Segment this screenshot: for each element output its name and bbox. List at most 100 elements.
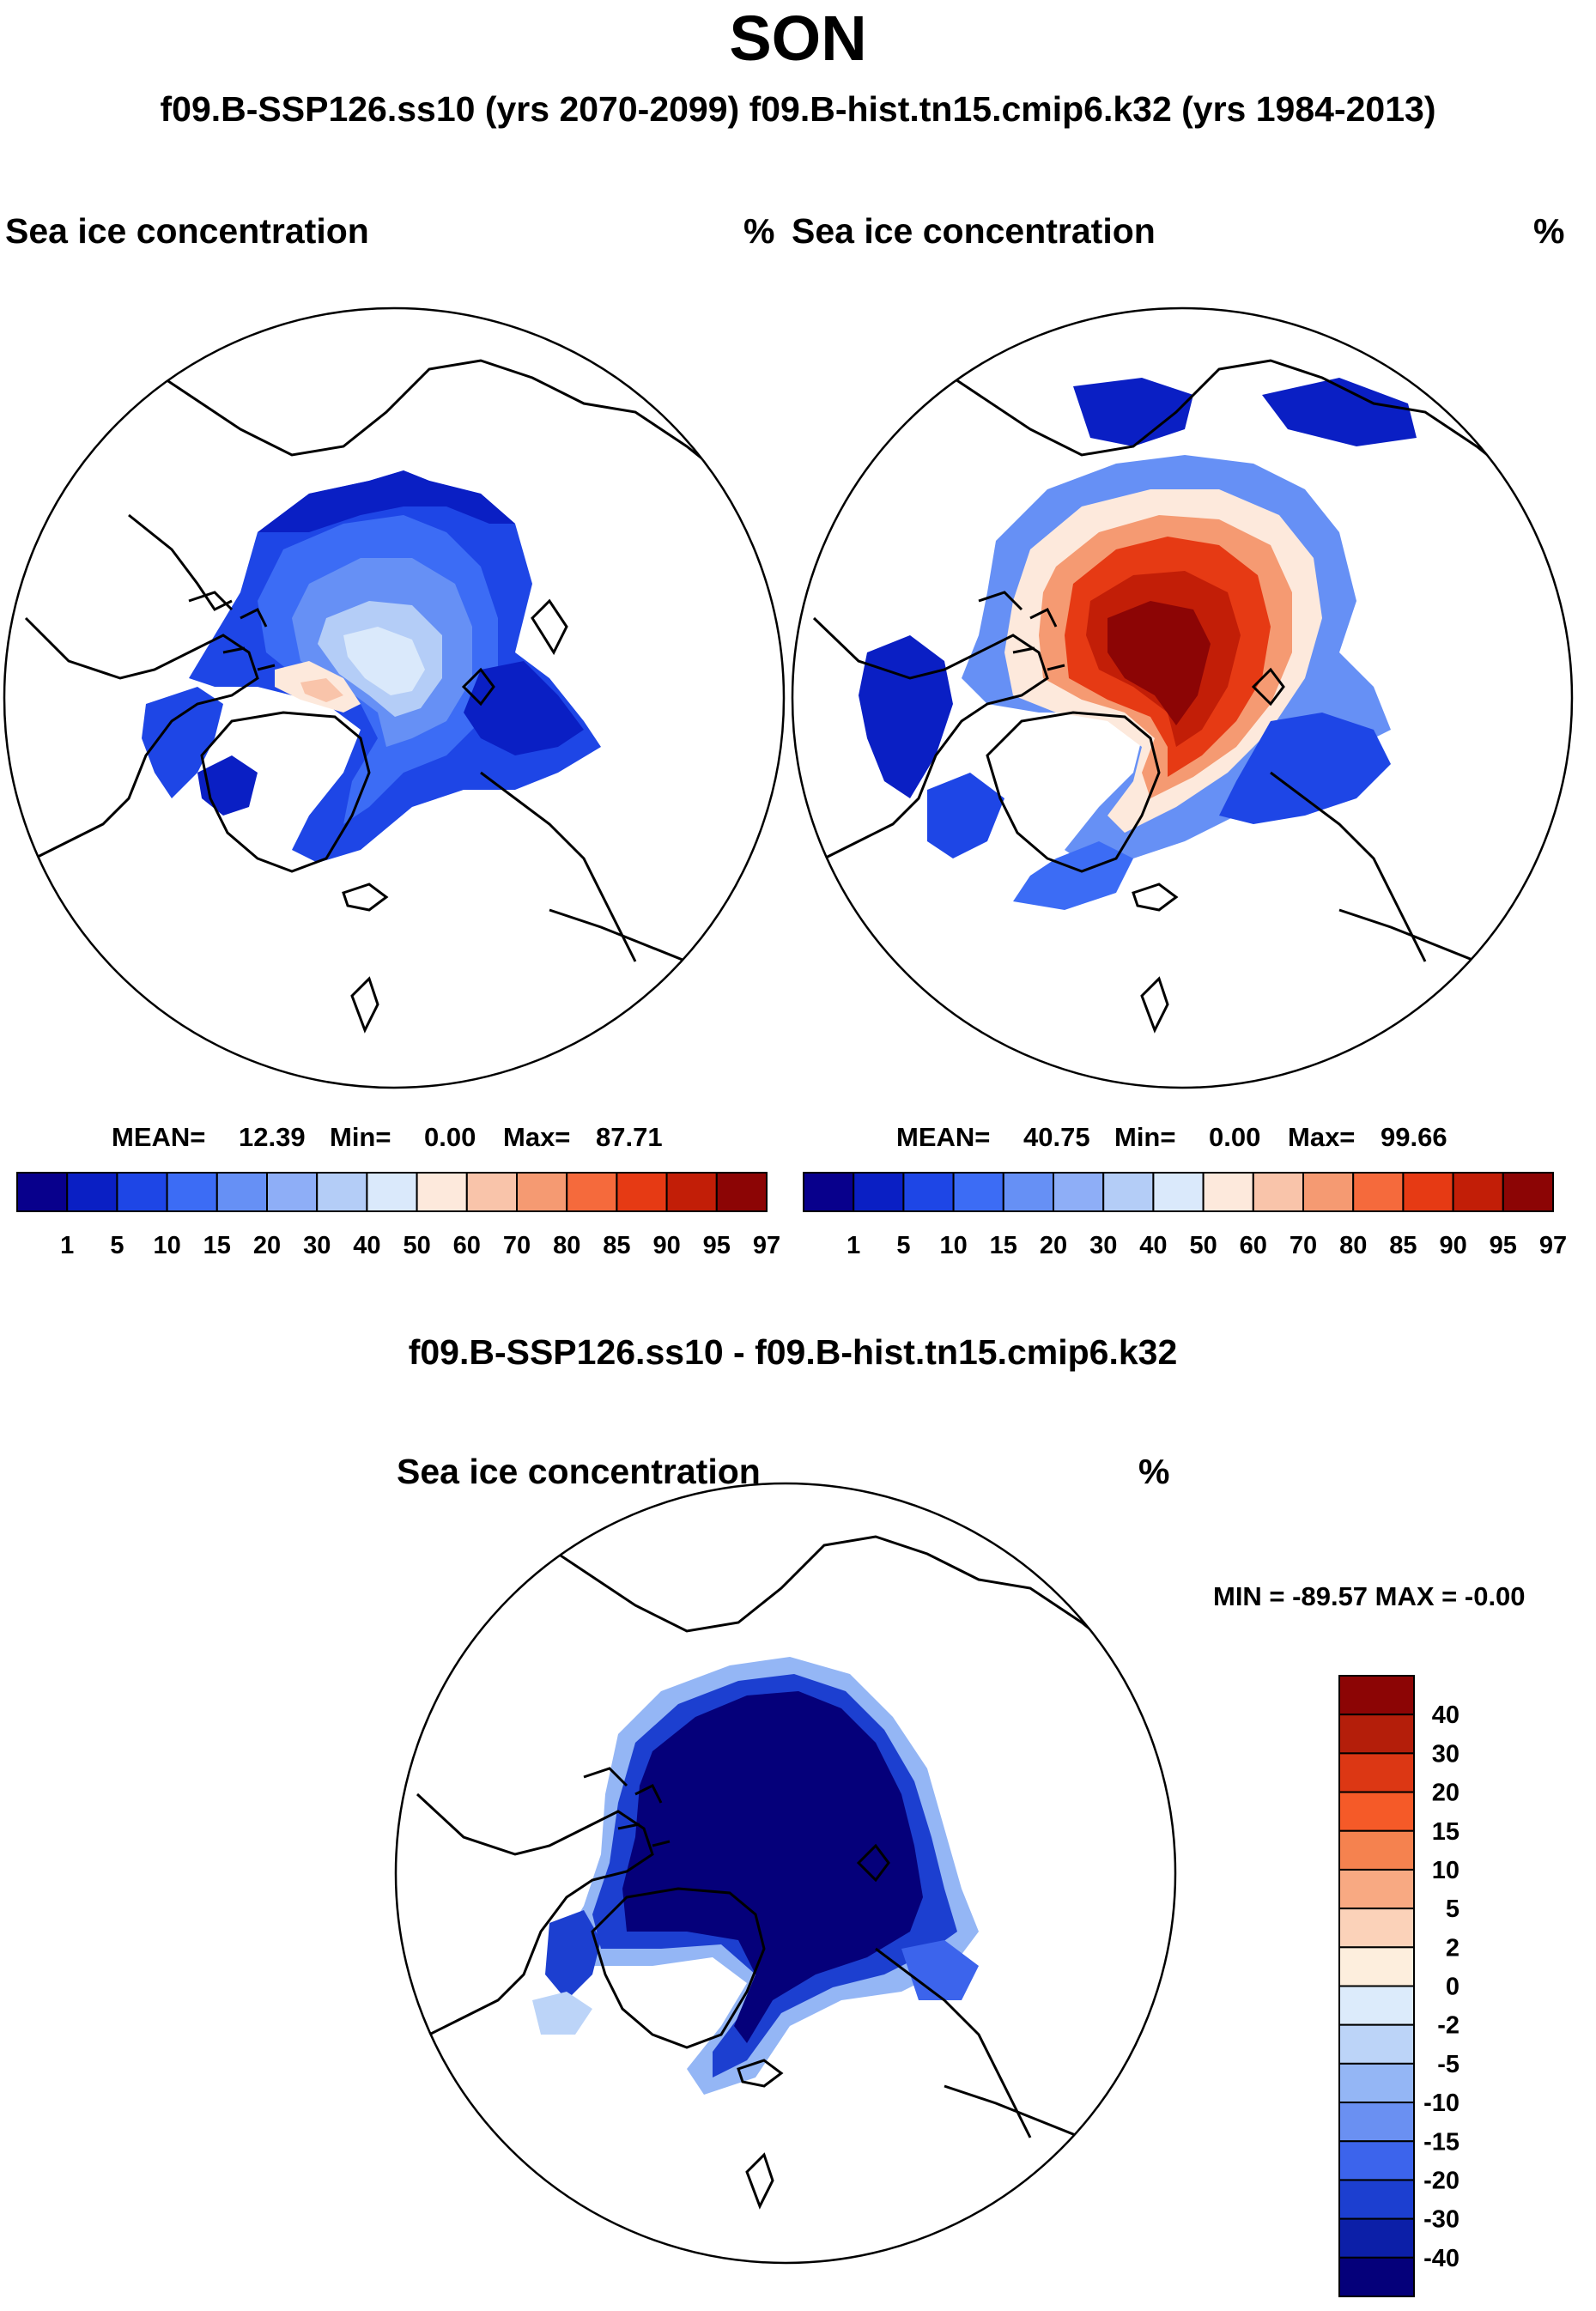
panel2-coast-svalbard <box>1251 667 1285 707</box>
panel1-coast-iceland <box>342 883 389 912</box>
diff-colorbar-tick-1: 30 <box>1432 1740 1459 1768</box>
diff-map-border <box>394 1482 1177 2265</box>
diff-colorbar-tick-13: -30 <box>1423 2206 1459 2234</box>
panel1-coast-greenland <box>200 711 371 873</box>
diff-colorbar-box-0 <box>1338 1675 1415 1716</box>
panel1-min-label: Min= <box>330 1122 391 1152</box>
diff-colorbar-box-5 <box>1338 1868 1415 1910</box>
panel2-ice-barents <box>1219 713 1391 824</box>
panel2-colorbar-box-8 <box>1202 1172 1254 1212</box>
panel2-colorbar-box-2 <box>902 1172 955 1212</box>
panel1-ice-band5 <box>343 627 425 695</box>
diff-colorbar-tick-5: 5 <box>1446 1896 1459 1923</box>
panel2-colorbar-tick-13: 95 <box>1490 1232 1517 1259</box>
diff-field-barents <box>901 1940 979 2000</box>
diff-colorbar-box-9 <box>1338 2023 1415 2065</box>
panel2-colorbar-box-10 <box>1302 1172 1355 1212</box>
panel1-colorbar-tick-5: 30 <box>303 1232 331 1259</box>
diff-units-label: % <box>1138 1452 1170 1491</box>
panel2-colorbar-tick-12: 90 <box>1439 1232 1466 1259</box>
diff-colorbar-tick-14: -40 <box>1423 2245 1459 2272</box>
panel2-colorbar-box-3 <box>952 1172 1004 1212</box>
panel1-units-label: % <box>743 211 775 251</box>
panel1-colorbar-tick-13: 95 <box>703 1232 731 1259</box>
diff-colorbar-tick-4: 10 <box>1432 1857 1459 1884</box>
figure-title: SON <box>729 3 867 74</box>
panel2-colorbar-box-5 <box>1053 1172 1105 1212</box>
panel2-ice-labrador <box>927 773 1004 858</box>
panel1-coast-scandinavia <box>480 771 637 962</box>
diff-coast-uk <box>745 2152 774 2210</box>
panel2-colorbar-tick-11: 85 <box>1389 1232 1417 1259</box>
diff-colorbar-tick-8: -2 <box>1437 2012 1459 2040</box>
panel2-coast-greenland <box>986 711 1161 873</box>
panel2-colorbar-tick-8: 60 <box>1240 1232 1267 1259</box>
panel1-colorbar-box-10 <box>516 1172 568 1212</box>
panel1-colorbar-tick-12: 90 <box>652 1232 680 1259</box>
panel1-ice-warm2 <box>300 678 343 702</box>
panel2-colorbar-tick-0: 1 <box>847 1232 860 1259</box>
panel2-colorbar-tick-3: 15 <box>990 1232 1017 1259</box>
panel2-mean-label: MEAN= <box>896 1122 991 1152</box>
panel1-colorbar-tick-8: 60 <box>453 1232 481 1259</box>
panel2-colorbar-tick-1: 5 <box>896 1232 910 1259</box>
diff-colorbar-box-3 <box>1338 1791 1415 1832</box>
diff-colorbar-box-4 <box>1338 1829 1415 1871</box>
panel2-colorbar-box-4 <box>1002 1172 1055 1212</box>
diff-panel-title: f09.B-SSP126.ss10 - f09.B-hist.tn15.cmip… <box>408 1332 1178 1372</box>
panel2-colorbar-tick-6: 40 <box>1139 1232 1167 1259</box>
panel1-colorbar-tick-3: 15 <box>203 1232 231 1259</box>
panel1-max-value: 87.71 <box>596 1122 663 1152</box>
diff-coast-greenland <box>591 1887 766 2049</box>
diff-colorbar-tick-6: 2 <box>1446 1934 1459 1962</box>
diff-coast-iceland <box>737 2059 784 2088</box>
diff-coast-archipelago <box>583 1767 671 1847</box>
panel1-ice-darkrim <box>258 470 515 532</box>
diff-coast-scandinavia <box>875 1947 1032 2138</box>
diff-colorbar-box-12 <box>1338 2140 1415 2181</box>
diff-coast-canada <box>416 1792 654 2036</box>
panel1-colorbar-tick-10: 80 <box>553 1232 580 1259</box>
panel1-colorbar-box-13 <box>665 1172 718 1212</box>
panel1-coast-canada <box>24 616 259 860</box>
figure-subtitle: f09.B-SSP126.ss10 (yrs 2070-2099) f09.B-… <box>160 89 1436 129</box>
panel1-mean-value: 12.39 <box>239 1122 306 1152</box>
panel1-mean-label: MEAN= <box>112 1122 206 1152</box>
panel1-colorbar-tick-11: 85 <box>603 1232 630 1259</box>
panel2-min-value: 0.00 <box>1209 1122 1261 1152</box>
panel2-ice-97 <box>1107 601 1211 725</box>
panel2-colorbar-tick-7: 50 <box>1189 1232 1217 1259</box>
panel2-coast-iceland <box>1132 883 1179 912</box>
panel2-ice-hudson <box>859 635 953 798</box>
panel1-colorbar-tick-7: 50 <box>403 1232 430 1259</box>
panel1-coast-alaska <box>128 513 233 611</box>
panel2-colorbar-box-1 <box>853 1172 905 1212</box>
panel1-max-label: Max= <box>503 1122 571 1152</box>
diff-coast-siberia <box>459 1501 1126 1659</box>
panel1-colorbar-box-12 <box>616 1172 668 1212</box>
panel1-colorbar-tick-1: 5 <box>110 1232 124 1259</box>
diff-colorbar-tick-9: -5 <box>1437 2051 1459 2078</box>
panel1-variable-label: Sea ice concentration <box>5 211 369 251</box>
diff-coast-svalbard <box>856 1843 890 1883</box>
panel2-colorbar-box-13 <box>1452 1172 1504 1212</box>
panel1-colorbar-box-1 <box>66 1172 118 1212</box>
panel1-coast-novaya <box>531 598 568 656</box>
panel2-colorbar-tick-2: 10 <box>939 1232 967 1259</box>
diff-colorbar-box-15 <box>1338 2256 1415 2297</box>
panel1-ice-hudson <box>142 687 223 798</box>
panel2-ice-greenland-east <box>1013 841 1133 910</box>
panel1-map <box>3 306 786 1089</box>
diff-colorbar-box-2 <box>1338 1752 1415 1793</box>
panel1-coast-siberia <box>68 325 731 482</box>
diff-colorbar-tick-12: -20 <box>1423 2167 1459 2194</box>
panel2-ice-okhotsk <box>1262 378 1417 446</box>
panel2-colorbar-box-7 <box>1152 1172 1205 1212</box>
panel2-coast-siberia <box>856 325 1520 482</box>
panel1-colorbar-box-3 <box>166 1172 218 1212</box>
diff-colorbar-box-1 <box>1338 1714 1415 1755</box>
diff-variable-label: Sea ice concentration <box>397 1452 761 1491</box>
diff-colorbar-tick-7: 0 <box>1446 1974 1459 2001</box>
panel2-coast-scandinavia <box>1270 771 1427 962</box>
diff-colorbar-tick-11: -15 <box>1423 2128 1459 2156</box>
